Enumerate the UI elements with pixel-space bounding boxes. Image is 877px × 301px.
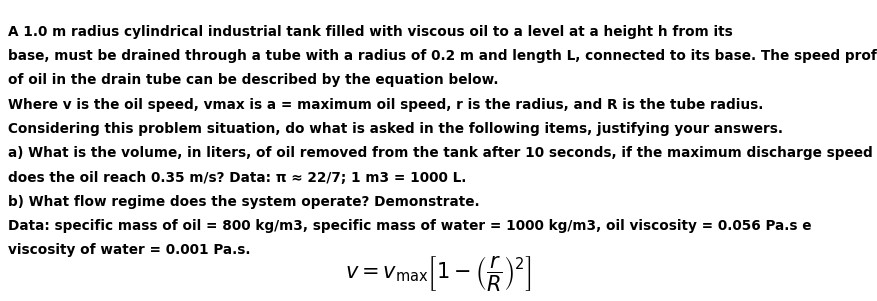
Text: a) What is the volume, in liters, of oil removed from the tank after 10 seconds,: a) What is the volume, in liters, of oil… <box>9 146 873 160</box>
Text: of oil in the drain tube can be described by the equation below.: of oil in the drain tube can be describe… <box>9 73 499 87</box>
Text: does the oil reach 0.35 m/s? Data: π ≈ 22/7; 1 m3 = 1000 L.: does the oil reach 0.35 m/s? Data: π ≈ 2… <box>9 171 467 185</box>
Text: $v = v_{\mathrm{max}} \left[1 - \left(\dfrac{r}{R}\right)^{2}\right]$: $v = v_{\mathrm{max}} \left[1 - \left(\d… <box>346 254 531 293</box>
Text: viscosity of water = 0.001 Pa.s.: viscosity of water = 0.001 Pa.s. <box>9 244 251 257</box>
Text: Considering this problem situation, do what is asked in the following items, jus: Considering this problem situation, do w… <box>9 122 783 136</box>
Text: Data: specific mass of oil = 800 kg/m3, specific mass of water = 1000 kg/m3, oil: Data: specific mass of oil = 800 kg/m3, … <box>9 219 812 233</box>
Text: Where v is the oil speed, vmax is a = maximum oil speed, r is the radius, and R : Where v is the oil speed, vmax is a = ma… <box>9 98 764 112</box>
Text: A 1.0 m radius cylindrical industrial tank filled with viscous oil to a level at: A 1.0 m radius cylindrical industrial ta… <box>9 25 733 39</box>
Text: base, must be drained through a tube with a radius of 0.2 m and length L, connec: base, must be drained through a tube wit… <box>9 49 877 63</box>
Text: b) What flow regime does the system operate? Demonstrate.: b) What flow regime does the system oper… <box>9 195 480 209</box>
